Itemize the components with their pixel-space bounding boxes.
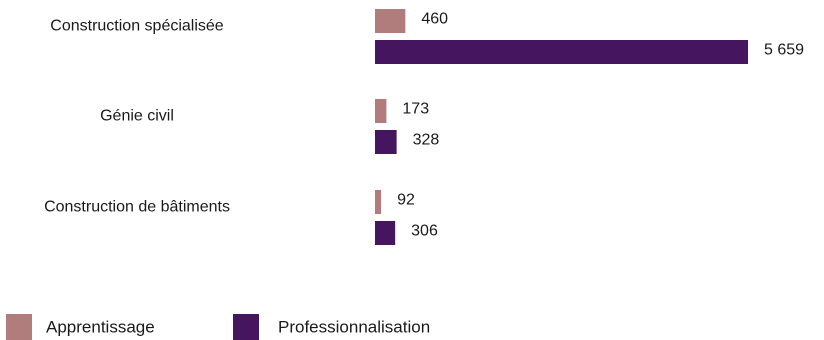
legend-label: Professionnalisation (278, 318, 430, 337)
value-label: 5 659 (764, 42, 804, 59)
value-label: 92 (397, 192, 415, 209)
legend-swatch (6, 314, 32, 340)
bars (375, 9, 748, 245)
category-label: Génie civil (100, 108, 174, 125)
bar-apprentissage (375, 9, 406, 33)
category-labels: Construction spécialisée Génie civil Const… (44, 18, 230, 216)
bar-apprentissage (375, 190, 382, 214)
bar-professionnalisation (375, 221, 396, 245)
bar-professionnalisation (375, 130, 397, 154)
value-labels: 460 5 659 173 328 92 306 (397, 11, 804, 240)
legend: Apprentissage Professionnalisation (6, 314, 430, 340)
bar-professionnalisation (375, 40, 748, 64)
value-label: 460 (421, 11, 448, 28)
value-label: 328 (413, 132, 440, 149)
bar-apprentissage (375, 99, 387, 123)
value-label: 306 (411, 223, 438, 240)
legend-swatch (233, 314, 259, 340)
legend-label: Apprentissage (46, 318, 155, 337)
category-label: Construction spécialisée (50, 18, 224, 35)
category-label: Construction de bâtiments (44, 199, 230, 216)
value-label: 173 (402, 101, 429, 118)
